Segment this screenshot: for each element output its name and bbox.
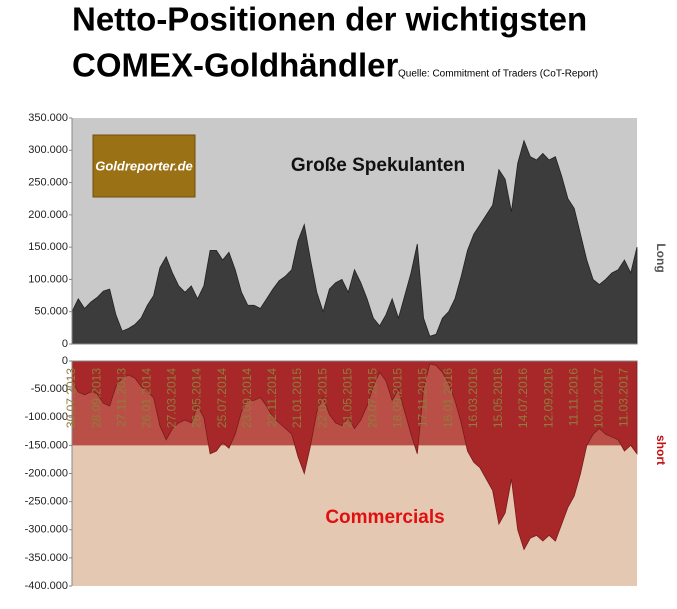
x-tick-label: 10.01.2017 [592,368,606,428]
y-tick-label: 100.000 [28,273,68,285]
title-line: Netto-Positionen der wichtigsten [72,1,587,38]
y-tick-label: -250.000 [25,496,68,508]
y-tick-label: -300.000 [25,524,68,536]
y-tick-label: -200.000 [25,467,68,479]
x-tick-label: 18.09.2015 [391,368,405,428]
y-tick-label: -400.000 [25,580,68,592]
y-tick-label: -150.000 [25,439,68,451]
annotation: Große Spekulanten [291,155,465,176]
x-tick-label: 11.11.2016 [566,368,580,427]
y-tick-label: 0 [62,338,68,350]
y-tick-label: 250.000 [28,176,68,188]
x-tick-label: 27.11.2013 [114,368,128,427]
x-tick-label: 12.09.2016 [541,368,555,428]
annotation: Commercials [325,507,444,528]
x-tick-label: 15.05.2016 [491,368,505,428]
y-tick-label: 50.000 [34,306,68,318]
x-tick-label: 14.07.2016 [516,368,530,428]
area [71,360,638,551]
area [71,139,638,345]
y-axis-label: short [654,435,668,465]
x-tick-label: 30.07.2013 [64,368,78,428]
title-line: COMEX-Goldhändler [72,47,399,84]
x-tick-label: 11.03.2017 [617,368,631,427]
x-tick-label: 25.07.2014 [215,368,229,428]
x-tick-label: 22.03.2015 [315,368,329,428]
x-tick-label: 23.09.2014 [240,368,254,428]
x-tick-label: 20.07.2015 [366,368,380,428]
x-tick-label: 26.01.2014 [140,368,154,428]
y-tick-label: -100.000 [25,411,68,423]
source: Quelle: Commitment of Traders (CoT-Repor… [398,69,598,80]
x-tick-label: 16.03.2016 [466,368,480,428]
y-tick-label: -50.000 [31,383,68,395]
x-tick-label: 16.01.2016 [441,368,455,428]
x-tick-label: 17.11.2015 [416,368,430,427]
y-tick-label: 0 [62,355,68,367]
x-tick-label: 28.09.2013 [89,368,103,428]
y-tick-label: 200.000 [28,209,68,221]
logo-box [92,134,196,198]
y-tick-label: -350.000 [25,552,68,564]
x-tick-label: 26.05.2014 [190,368,204,428]
x-tick-label: 21.01.2015 [290,368,304,428]
y-axis-label: Long [654,243,668,272]
y-tick-label: 150.000 [28,241,68,253]
x-tick-label: 21.05.2015 [340,368,354,428]
logo: Goldreporter.de [95,158,193,173]
x-tick-label: 22.11.2014 [265,368,279,427]
y-tick-label: 300.000 [28,144,68,156]
y-tick-label: 350.000 [28,112,68,124]
x-tick-label: 27.03.2014 [165,368,179,428]
